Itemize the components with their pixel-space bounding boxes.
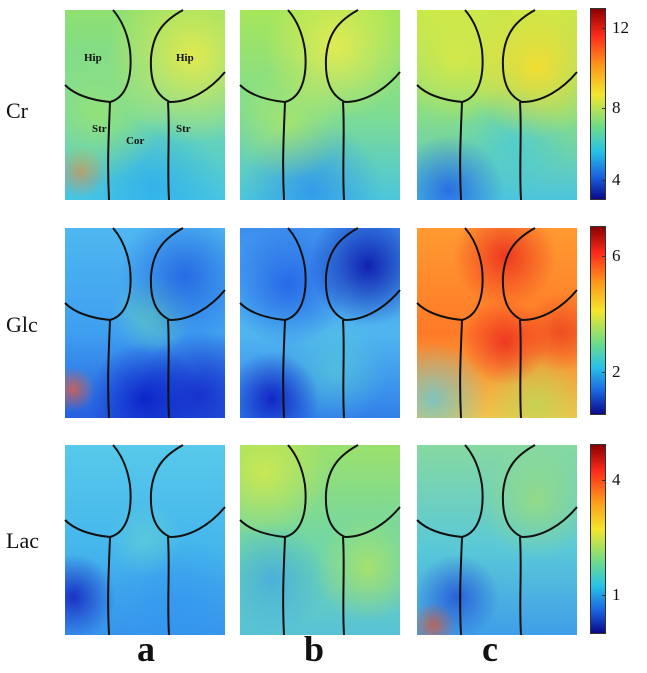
region-outline: [64, 9, 226, 201]
colorbar-glc: [590, 226, 606, 415]
region-outline: [64, 227, 226, 419]
region-label-cor: Cor: [126, 135, 145, 147]
region-label-str-right: Str: [176, 123, 191, 135]
heatmap-panel-cr-a: [64, 9, 226, 201]
region-outline: [416, 9, 578, 201]
colorbar-glc-tick-6: 6: [602, 246, 621, 266]
column-label-a: a: [137, 629, 155, 669]
heatmap-panel-cr-c: [416, 9, 578, 201]
heatmap-panel-cr-b: [239, 9, 401, 201]
region-outline: [416, 444, 578, 636]
colorbar-cr-tick-12: 12: [602, 18, 629, 38]
colorbar-cr-tick-8: 8: [602, 98, 621, 118]
region-label-hip-right: Hip: [176, 52, 194, 64]
heatmap-panel-glc-b: [239, 227, 401, 419]
region-label-str-left: Str: [92, 123, 107, 135]
heatmap-panel-lac-c: [416, 444, 578, 636]
region-outline: [239, 227, 401, 419]
column-label-c: c: [482, 629, 498, 669]
colorbar-lac-tick-1: 1: [602, 585, 621, 605]
heatmap-panel-glc-a: [64, 227, 226, 419]
colorbar-glc-tick-2: 2: [602, 362, 621, 382]
row-label-lac: Lac: [6, 528, 39, 553]
column-label-b: b: [303, 629, 325, 669]
colorbar-cr: [590, 8, 606, 200]
colorbar-cr-tick-4: 4: [602, 170, 621, 190]
colorbar-lac-tick-4: 4: [602, 470, 621, 490]
row-label-glc: Glc: [6, 312, 38, 337]
region-label-hip-left: Hip: [84, 52, 102, 64]
region-outline: [239, 444, 401, 636]
region-outline: [239, 9, 401, 201]
heatmap-panel-glc-c: [416, 227, 578, 419]
heatmap-panel-lac-b: [239, 444, 401, 636]
row-label-cr: Cr: [6, 98, 28, 123]
region-outline: [64, 444, 226, 636]
region-outline: [416, 227, 578, 419]
colorbar-lac: [590, 444, 606, 634]
heatmap-panel-lac-a: [64, 444, 226, 636]
